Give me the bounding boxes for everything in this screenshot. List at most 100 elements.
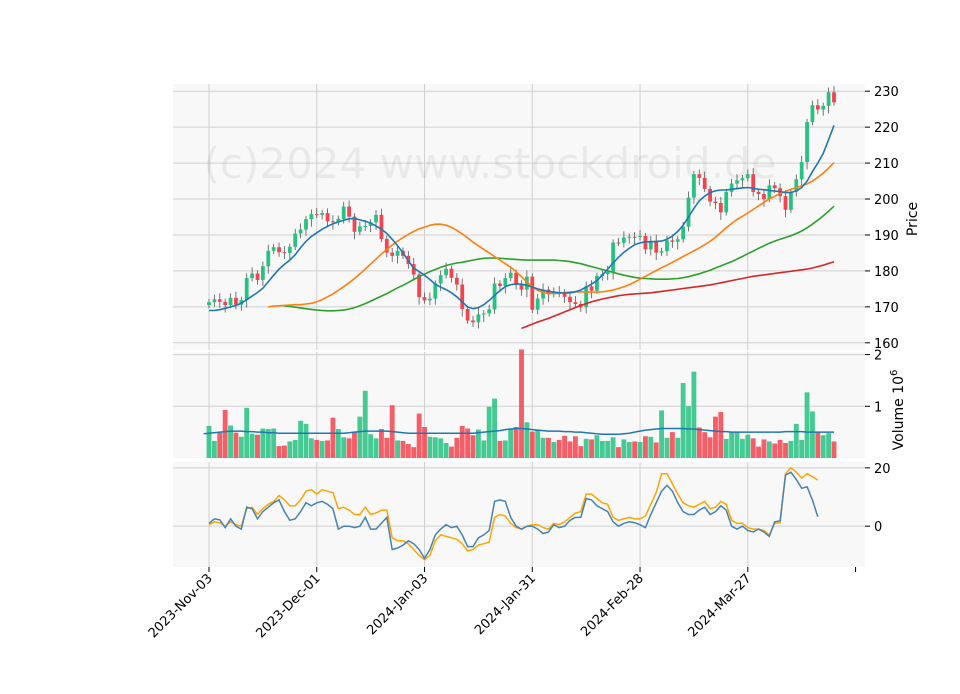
volume-bar bbox=[713, 416, 718, 458]
candle-up bbox=[428, 298, 432, 301]
candle-down bbox=[234, 297, 238, 305]
volume-bar bbox=[616, 447, 621, 458]
candle-up bbox=[336, 218, 341, 223]
candle-up bbox=[648, 240, 653, 250]
volume-bar bbox=[249, 433, 255, 458]
volume-bar bbox=[335, 429, 341, 458]
candle-up bbox=[584, 286, 589, 308]
volume-bar bbox=[287, 441, 293, 458]
volume-bar bbox=[244, 407, 250, 458]
volume-bar bbox=[772, 443, 778, 458]
volume-bar bbox=[438, 438, 444, 458]
x-tick-label: 2024-Mar-27 bbox=[686, 571, 755, 640]
volume-bar bbox=[368, 434, 374, 458]
candle-up bbox=[320, 213, 325, 215]
volume-bar bbox=[594, 435, 600, 458]
x-tick-label: 2024-Jan-31 bbox=[472, 571, 539, 638]
candle-down bbox=[751, 174, 756, 192]
candle-up bbox=[692, 174, 696, 198]
volume-ma-line bbox=[203, 427, 834, 435]
volume-bar bbox=[546, 437, 551, 458]
candle-down bbox=[352, 216, 357, 232]
candle-down bbox=[530, 276, 535, 310]
volume-bar bbox=[783, 443, 788, 458]
price-tick-label: 160 bbox=[874, 337, 899, 352]
volume-panel bbox=[203, 349, 837, 458]
volume-bar bbox=[680, 383, 686, 458]
candle-up bbox=[298, 229, 303, 234]
x-tick-label: 2024-Feb-28 bbox=[578, 571, 647, 640]
volume-bar bbox=[508, 428, 514, 458]
volume-bar bbox=[691, 371, 697, 458]
volume-bar bbox=[308, 438, 314, 458]
volume-bar bbox=[810, 411, 815, 458]
volume-bar bbox=[502, 440, 508, 458]
ma-short-line bbox=[209, 125, 835, 312]
volume-bar bbox=[750, 438, 756, 458]
candle-up bbox=[433, 283, 438, 299]
volume-bar bbox=[395, 440, 401, 458]
price-axis-label: Price bbox=[905, 202, 921, 236]
volume-bar bbox=[621, 439, 627, 458]
volume-bar bbox=[206, 425, 212, 458]
volume-bar bbox=[325, 440, 330, 458]
candle-up bbox=[821, 105, 826, 110]
candle-down bbox=[282, 252, 287, 254]
volume-tick-label: 2 bbox=[874, 349, 882, 364]
volume-bar bbox=[556, 439, 562, 458]
volume-bar bbox=[303, 423, 309, 458]
volume-bar bbox=[346, 438, 352, 458]
candle-down bbox=[460, 284, 465, 310]
volume-bar bbox=[449, 446, 454, 458]
volume-bar bbox=[820, 435, 826, 458]
volume-bar bbox=[459, 425, 465, 458]
candle-up bbox=[363, 225, 368, 227]
candle-down bbox=[331, 221, 335, 223]
volume-bar bbox=[551, 441, 557, 458]
candle-down bbox=[223, 301, 228, 306]
candle-down bbox=[573, 302, 578, 304]
candle-up bbox=[228, 297, 233, 306]
volume-bar bbox=[341, 437, 347, 458]
volume-bar bbox=[793, 423, 799, 458]
candle-down bbox=[562, 292, 567, 297]
volume-bar bbox=[271, 428, 277, 458]
volume-bar bbox=[642, 436, 648, 458]
price-tick-label: 210 bbox=[874, 157, 899, 172]
price-tick-label: 180 bbox=[874, 265, 899, 280]
volume-bar bbox=[265, 429, 271, 458]
volume-axis-label: Volume 106 bbox=[889, 370, 907, 451]
candle-down bbox=[379, 214, 384, 239]
candle-up bbox=[260, 266, 265, 280]
candle-up bbox=[665, 240, 669, 252]
volume-bar bbox=[497, 440, 503, 458]
oscillator-tick-label: 20 bbox=[874, 462, 891, 477]
volume-bar bbox=[432, 437, 438, 458]
candle-up bbox=[794, 179, 799, 192]
volume-bar bbox=[761, 439, 767, 458]
candle-down bbox=[384, 238, 389, 253]
volume-bar bbox=[777, 439, 783, 458]
volume-bar bbox=[831, 441, 837, 458]
volume-bar bbox=[519, 349, 524, 458]
candle-down bbox=[643, 236, 648, 250]
volume-bar bbox=[475, 429, 481, 458]
volume-bar bbox=[648, 436, 654, 458]
candle-up bbox=[724, 191, 729, 213]
ma-mid-line bbox=[268, 162, 835, 308]
candle-up bbox=[374, 214, 378, 223]
volume-bar bbox=[352, 431, 357, 458]
candle-up bbox=[541, 289, 545, 299]
candle-down bbox=[713, 201, 718, 203]
candle-down bbox=[417, 274, 422, 298]
volume-bar bbox=[669, 432, 675, 458]
candle-up bbox=[799, 162, 804, 180]
candle-down bbox=[325, 213, 330, 222]
volume-bar bbox=[804, 392, 810, 458]
volume-bar bbox=[788, 440, 794, 458]
watermark: (c)2024 www.stockdroid.de bbox=[204, 139, 777, 188]
candle-up bbox=[476, 314, 481, 323]
volume-bar bbox=[470, 435, 476, 458]
candle-down bbox=[670, 240, 675, 242]
volume-bar bbox=[282, 445, 287, 458]
